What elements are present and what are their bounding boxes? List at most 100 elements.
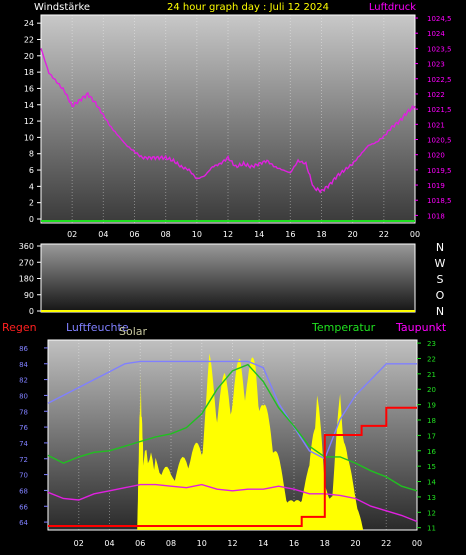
bottom-right-tick-label: 15 [427, 463, 436, 471]
bottom-x-tick-label: 10 [197, 539, 207, 548]
top-left-tick-label: 4 [29, 182, 34, 191]
bottom-x-tick-label: 18 [320, 539, 330, 548]
top-left-tick-label: 6 [29, 166, 34, 175]
bottom-right-tick-label: 18 [427, 417, 436, 425]
top-right-tick-label: 1020,5 [427, 136, 452, 144]
bottom-left-tick-label: 76 [19, 424, 28, 432]
top-x-tick-label: 20 [348, 230, 358, 239]
top-left-tick-label: 2 [29, 199, 34, 208]
bottom-right-tick-label: 20 [427, 386, 436, 394]
top-x-tick-label: 06 [129, 230, 139, 239]
top-x-tick-label: 18 [316, 230, 326, 239]
bottom-x-tick-label: 02 [74, 539, 84, 548]
bottom-x-tick-label: 08 [166, 539, 176, 548]
compass-n-top: N [436, 241, 444, 254]
bottom-right-tick-label: 19 [427, 402, 436, 410]
bottom-x-tick-label: 14 [258, 539, 268, 548]
bottom-x-tick-label: 04 [104, 539, 114, 548]
top-right-tick-label: 1024,5 [427, 15, 452, 23]
bottom-left-tick-label: 72 [19, 456, 28, 464]
compass-n-bottom: N [436, 305, 444, 318]
humidity-series-line [47, 360, 417, 460]
wind-axis-title: Windstärke [34, 2, 90, 13]
top-right-tick-label: 1023 [427, 61, 445, 69]
top-right-tick-label: 1018,5 [427, 197, 452, 205]
top-right-tick-label: 1018 [427, 212, 445, 220]
compass-o: O [436, 289, 445, 302]
bottom-x-tick-label: 20 [350, 539, 360, 548]
top-left-tick-label: 18 [24, 68, 34, 77]
top-plot-area [40, 14, 416, 224]
mid-tick-label: 180 [19, 275, 34, 284]
bottom-left-tick-label: 82 [19, 377, 28, 385]
bottom-left-tick-label: 74 [19, 440, 28, 448]
bottom-right-tick-label: 21 [427, 371, 436, 379]
top-x-tick-label: 12 [223, 230, 233, 239]
top-x-tick-label: 08 [161, 230, 171, 239]
bottom-right-tick-label: 12 [427, 509, 436, 517]
mid-tick-label: 0 [29, 307, 34, 316]
bottom-right-tick-label: 23 [427, 340, 436, 348]
bottom-left-tick-label: 68 [19, 487, 28, 495]
rain-series-line [48, 406, 417, 527]
top-right-tick-label: 1022 [427, 91, 445, 99]
bottom-right-tick-label: 22 [427, 355, 436, 363]
bottom-right-tick-label: 14 [427, 479, 436, 487]
top-left-tick-label: 0 [29, 215, 34, 224]
pressure-series-line [40, 48, 416, 194]
top-x-tick-label: 02 [67, 230, 77, 239]
top-x-tick-label: 22 [379, 230, 389, 239]
top-right-tick-label: 1020 [427, 152, 445, 160]
bottom-left-tick-label: 64 [19, 519, 28, 527]
bottom-x-tick-label: 00 [412, 539, 422, 548]
top-right-tick-label: 1019 [427, 182, 445, 190]
top-left-tick-label: 24 [24, 19, 34, 28]
humidity-axis-title: Luftfeuchte [66, 321, 129, 334]
bottom-x-tick-label: 06 [135, 539, 145, 548]
bottom-x-tick-label: 22 [381, 539, 391, 548]
top-right-tick-label: 1024 [427, 30, 445, 38]
middle-plot-area [40, 243, 416, 313]
bottom-x-tick-label: 12 [227, 539, 237, 548]
top-left-tick-label: 10 [24, 133, 34, 142]
top-x-tick-label: 04 [98, 230, 108, 239]
top-left-tick-label: 14 [24, 101, 34, 110]
bottom-right-tick-label: 13 [427, 494, 436, 502]
mid-tick-label: 360 [19, 242, 34, 251]
bottom-left-tick-label: 86 [19, 345, 28, 353]
bottom-left-tick-label: 84 [19, 361, 28, 369]
top-left-tick-label: 8 [29, 150, 34, 159]
top-right-tick-label: 1021,5 [427, 106, 452, 114]
bottom-left-tick-label: 80 [19, 392, 28, 400]
dewpoint-axis-title: Taupunkt [395, 321, 447, 334]
bottom-x-tick-label: 16 [289, 539, 299, 548]
top-left-tick-label: 12 [24, 117, 34, 126]
bottom-left-tick-label: 78 [19, 408, 28, 416]
top-right-tick-label: 1019,5 [427, 167, 452, 175]
top-left-tick-label: 20 [24, 52, 34, 61]
compass-w: W [435, 257, 446, 270]
top-left-tick-label: 16 [24, 84, 34, 93]
top-x-tick-label: 10 [192, 230, 202, 239]
bottom-right-tick-label: 11 [427, 525, 436, 533]
top-right-tick-label: 1021 [427, 121, 445, 129]
temperature-axis-title: Temperatur [311, 321, 376, 334]
top-x-tick-label: 00 [410, 230, 420, 239]
temperature-series-line [47, 363, 418, 492]
bottom-left-tick-label: 70 [19, 472, 28, 480]
mid-tick-label: 270 [19, 258, 34, 267]
top-x-tick-label: 16 [285, 230, 295, 239]
bottom-right-tick-label: 16 [427, 448, 436, 456]
bottom-right-tick-label: 17 [427, 432, 436, 440]
top-left-tick-label: 22 [24, 35, 34, 44]
mid-tick-label: 90 [24, 291, 34, 300]
rain-axis-title: Regen [2, 321, 37, 334]
top-x-tick-label: 14 [254, 230, 264, 239]
bottom-left-tick-label: 66 [19, 503, 28, 511]
solar-axis-title: Solar [119, 325, 148, 338]
top-right-tick-label: 1022,5 [427, 76, 452, 84]
compass-s: S [437, 273, 444, 286]
pressure-axis-title: Luftdruck [369, 2, 416, 13]
dewpoint-series-line [47, 483, 418, 523]
